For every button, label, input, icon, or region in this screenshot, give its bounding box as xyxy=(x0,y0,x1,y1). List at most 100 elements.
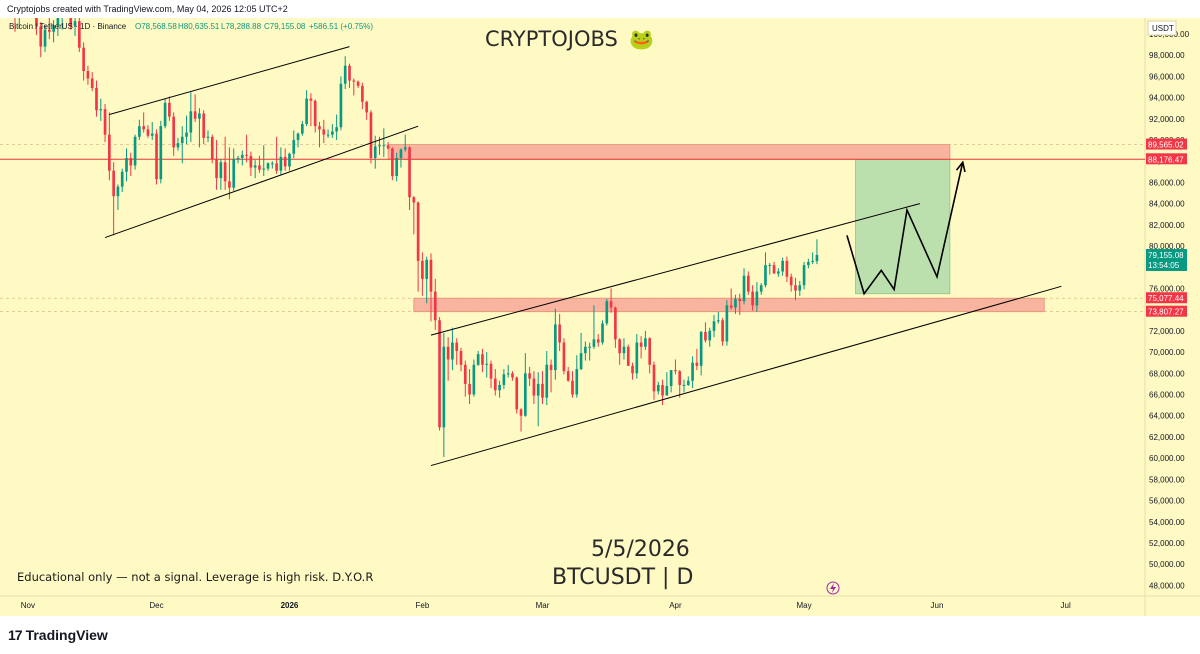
candle[interactable] xyxy=(369,110,373,164)
candle[interactable] xyxy=(738,293,742,315)
candle[interactable] xyxy=(734,294,737,314)
candle[interactable] xyxy=(232,148,236,191)
candle[interactable] xyxy=(47,18,51,40)
candle[interactable] xyxy=(635,334,639,379)
candle[interactable] xyxy=(588,342,591,361)
candle[interactable] xyxy=(326,129,330,138)
candle[interactable] xyxy=(292,130,296,158)
candle[interactable] xyxy=(142,112,145,133)
candle[interactable] xyxy=(168,96,171,121)
candle[interactable] xyxy=(777,268,780,277)
candle[interactable] xyxy=(408,146,411,210)
candle[interactable] xyxy=(459,347,463,372)
candle[interactable] xyxy=(262,145,266,177)
channel-2-lower-line[interactable] xyxy=(430,285,1062,467)
candle[interactable] xyxy=(14,18,17,32)
candle[interactable] xyxy=(52,20,55,43)
candle[interactable] xyxy=(210,134,214,164)
candle[interactable] xyxy=(189,92,193,143)
chart-area[interactable]: 100,000.0098,000.0096,000.0094,000.0092,… xyxy=(0,18,1200,616)
candle[interactable] xyxy=(180,126,184,164)
candle[interactable] xyxy=(712,314,716,338)
candle[interactable] xyxy=(661,379,664,406)
candle[interactable] xyxy=(305,90,308,127)
candle[interactable] xyxy=(502,369,506,390)
candle[interactable] xyxy=(455,338,459,365)
support-zone[interactable] xyxy=(413,297,1045,313)
candle[interactable] xyxy=(198,108,201,148)
lightning-icon[interactable] xyxy=(826,581,840,595)
candle[interactable] xyxy=(678,370,682,398)
candle[interactable] xyxy=(532,371,536,405)
candle[interactable] xyxy=(614,306,617,348)
candle[interactable] xyxy=(446,337,450,381)
candle[interactable] xyxy=(463,360,467,397)
candle[interactable] xyxy=(695,348,699,371)
candle[interactable] xyxy=(596,334,600,347)
candle[interactable] xyxy=(159,120,163,184)
candle[interactable] xyxy=(185,115,188,145)
candle[interactable] xyxy=(746,271,750,295)
candle[interactable] xyxy=(150,121,154,140)
candle[interactable] xyxy=(626,344,630,366)
candle[interactable] xyxy=(493,369,497,396)
candle[interactable] xyxy=(223,136,227,190)
candle[interactable] xyxy=(125,148,128,182)
candle[interactable] xyxy=(301,120,304,136)
candle[interactable] xyxy=(562,338,566,375)
candle[interactable] xyxy=(356,80,360,88)
candle[interactable] xyxy=(69,18,73,30)
price-chart[interactable]: 100,000.0098,000.0096,000.0094,000.0092,… xyxy=(0,18,1200,616)
candle[interactable] xyxy=(386,142,390,150)
candle[interactable] xyxy=(348,63,351,88)
candle[interactable] xyxy=(665,372,669,396)
candle[interactable] xyxy=(742,268,746,305)
candle[interactable] xyxy=(442,332,446,458)
candle[interactable] xyxy=(545,351,549,406)
candle[interactable] xyxy=(481,348,484,373)
candle[interactable] xyxy=(721,318,724,346)
candle[interactable] xyxy=(399,148,403,168)
candle[interactable] xyxy=(99,98,103,121)
candle[interactable] xyxy=(686,376,690,387)
candle[interactable] xyxy=(794,277,797,301)
candle[interactable] xyxy=(682,379,686,393)
candle[interactable] xyxy=(258,155,261,173)
candle[interactable] xyxy=(476,351,480,366)
candle[interactable] xyxy=(78,18,81,52)
candle[interactable] xyxy=(202,110,206,145)
candle[interactable] xyxy=(789,273,793,292)
candle[interactable] xyxy=(266,162,270,171)
candle[interactable] xyxy=(528,366,531,387)
candle[interactable] xyxy=(506,364,510,378)
candle[interactable] xyxy=(515,376,519,414)
tradingview-logo[interactable]: 17 TradingView xyxy=(8,627,108,643)
candle[interactable] xyxy=(498,380,501,398)
candle[interactable] xyxy=(322,119,326,144)
candle[interactable] xyxy=(61,18,64,30)
candle[interactable] xyxy=(103,103,107,143)
candle[interactable] xyxy=(798,281,802,296)
candle[interactable] xyxy=(215,139,218,190)
candle[interactable] xyxy=(318,121,321,148)
candle[interactable] xyxy=(56,18,60,37)
candle[interactable] xyxy=(133,134,137,170)
candle[interactable] xyxy=(35,18,38,35)
candle[interactable] xyxy=(536,372,540,427)
candle[interactable] xyxy=(343,56,347,90)
candle[interactable] xyxy=(296,132,300,148)
candle[interactable] xyxy=(433,278,437,330)
candle[interactable] xyxy=(485,352,489,378)
candle[interactable] xyxy=(288,152,291,171)
candle[interactable] xyxy=(704,322,707,343)
candle[interactable] xyxy=(764,252,767,288)
candle[interactable] xyxy=(138,119,141,140)
candle[interactable] xyxy=(206,130,210,143)
candle[interactable] xyxy=(90,72,94,92)
resistance-zone[interactable] xyxy=(387,144,951,160)
candle[interactable] xyxy=(639,336,643,359)
candle[interactable] xyxy=(73,18,77,37)
candle[interactable] xyxy=(802,261,806,290)
candle[interactable] xyxy=(309,93,313,127)
candle[interactable] xyxy=(412,196,416,235)
